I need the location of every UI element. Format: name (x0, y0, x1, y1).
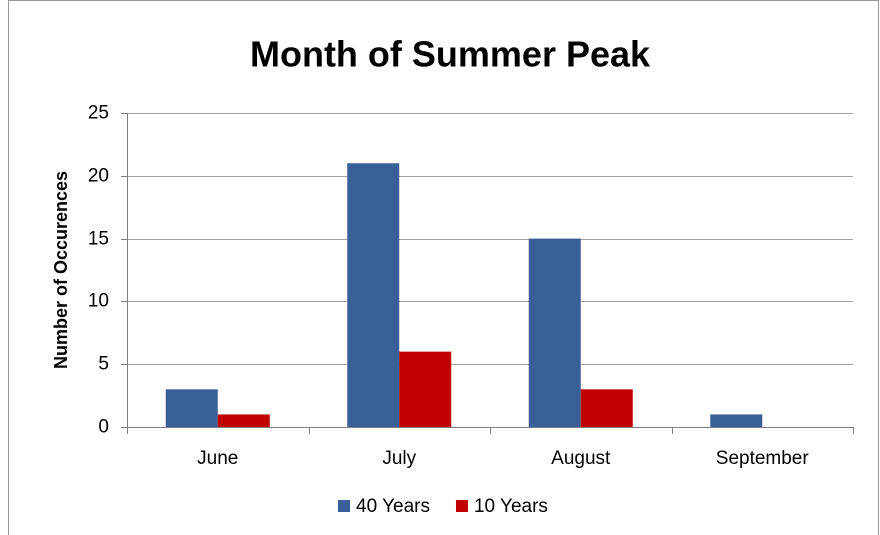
bar (347, 163, 400, 428)
y-tick-label: 20 (88, 166, 109, 187)
legend-swatch (455, 500, 468, 512)
y-tick-label: 15 (88, 229, 109, 250)
legend-swatch (338, 500, 350, 512)
x-tick-label: June (197, 448, 238, 469)
bar (217, 414, 270, 427)
y-tick-label: 5 (98, 354, 109, 375)
bar (710, 414, 763, 427)
legend-label: 40 Years (356, 496, 430, 517)
bar (580, 389, 633, 427)
x-tick-label: September (716, 448, 810, 469)
chart-frame (8, 0, 879, 535)
y-tick-label: 25 (88, 103, 109, 124)
bar (399, 351, 452, 427)
bar (528, 238, 581, 427)
x-tick-label: July (382, 448, 416, 469)
y-tick-label: 0 (98, 417, 109, 438)
x-tick-label: August (551, 448, 611, 469)
y-axis-label: Number of Occurences (51, 171, 71, 369)
bar (165, 389, 218, 427)
chart-title: Month of Summer Peak (250, 34, 651, 75)
legend-label: 10 Years (474, 496, 548, 517)
y-tick-label: 10 (88, 291, 109, 312)
